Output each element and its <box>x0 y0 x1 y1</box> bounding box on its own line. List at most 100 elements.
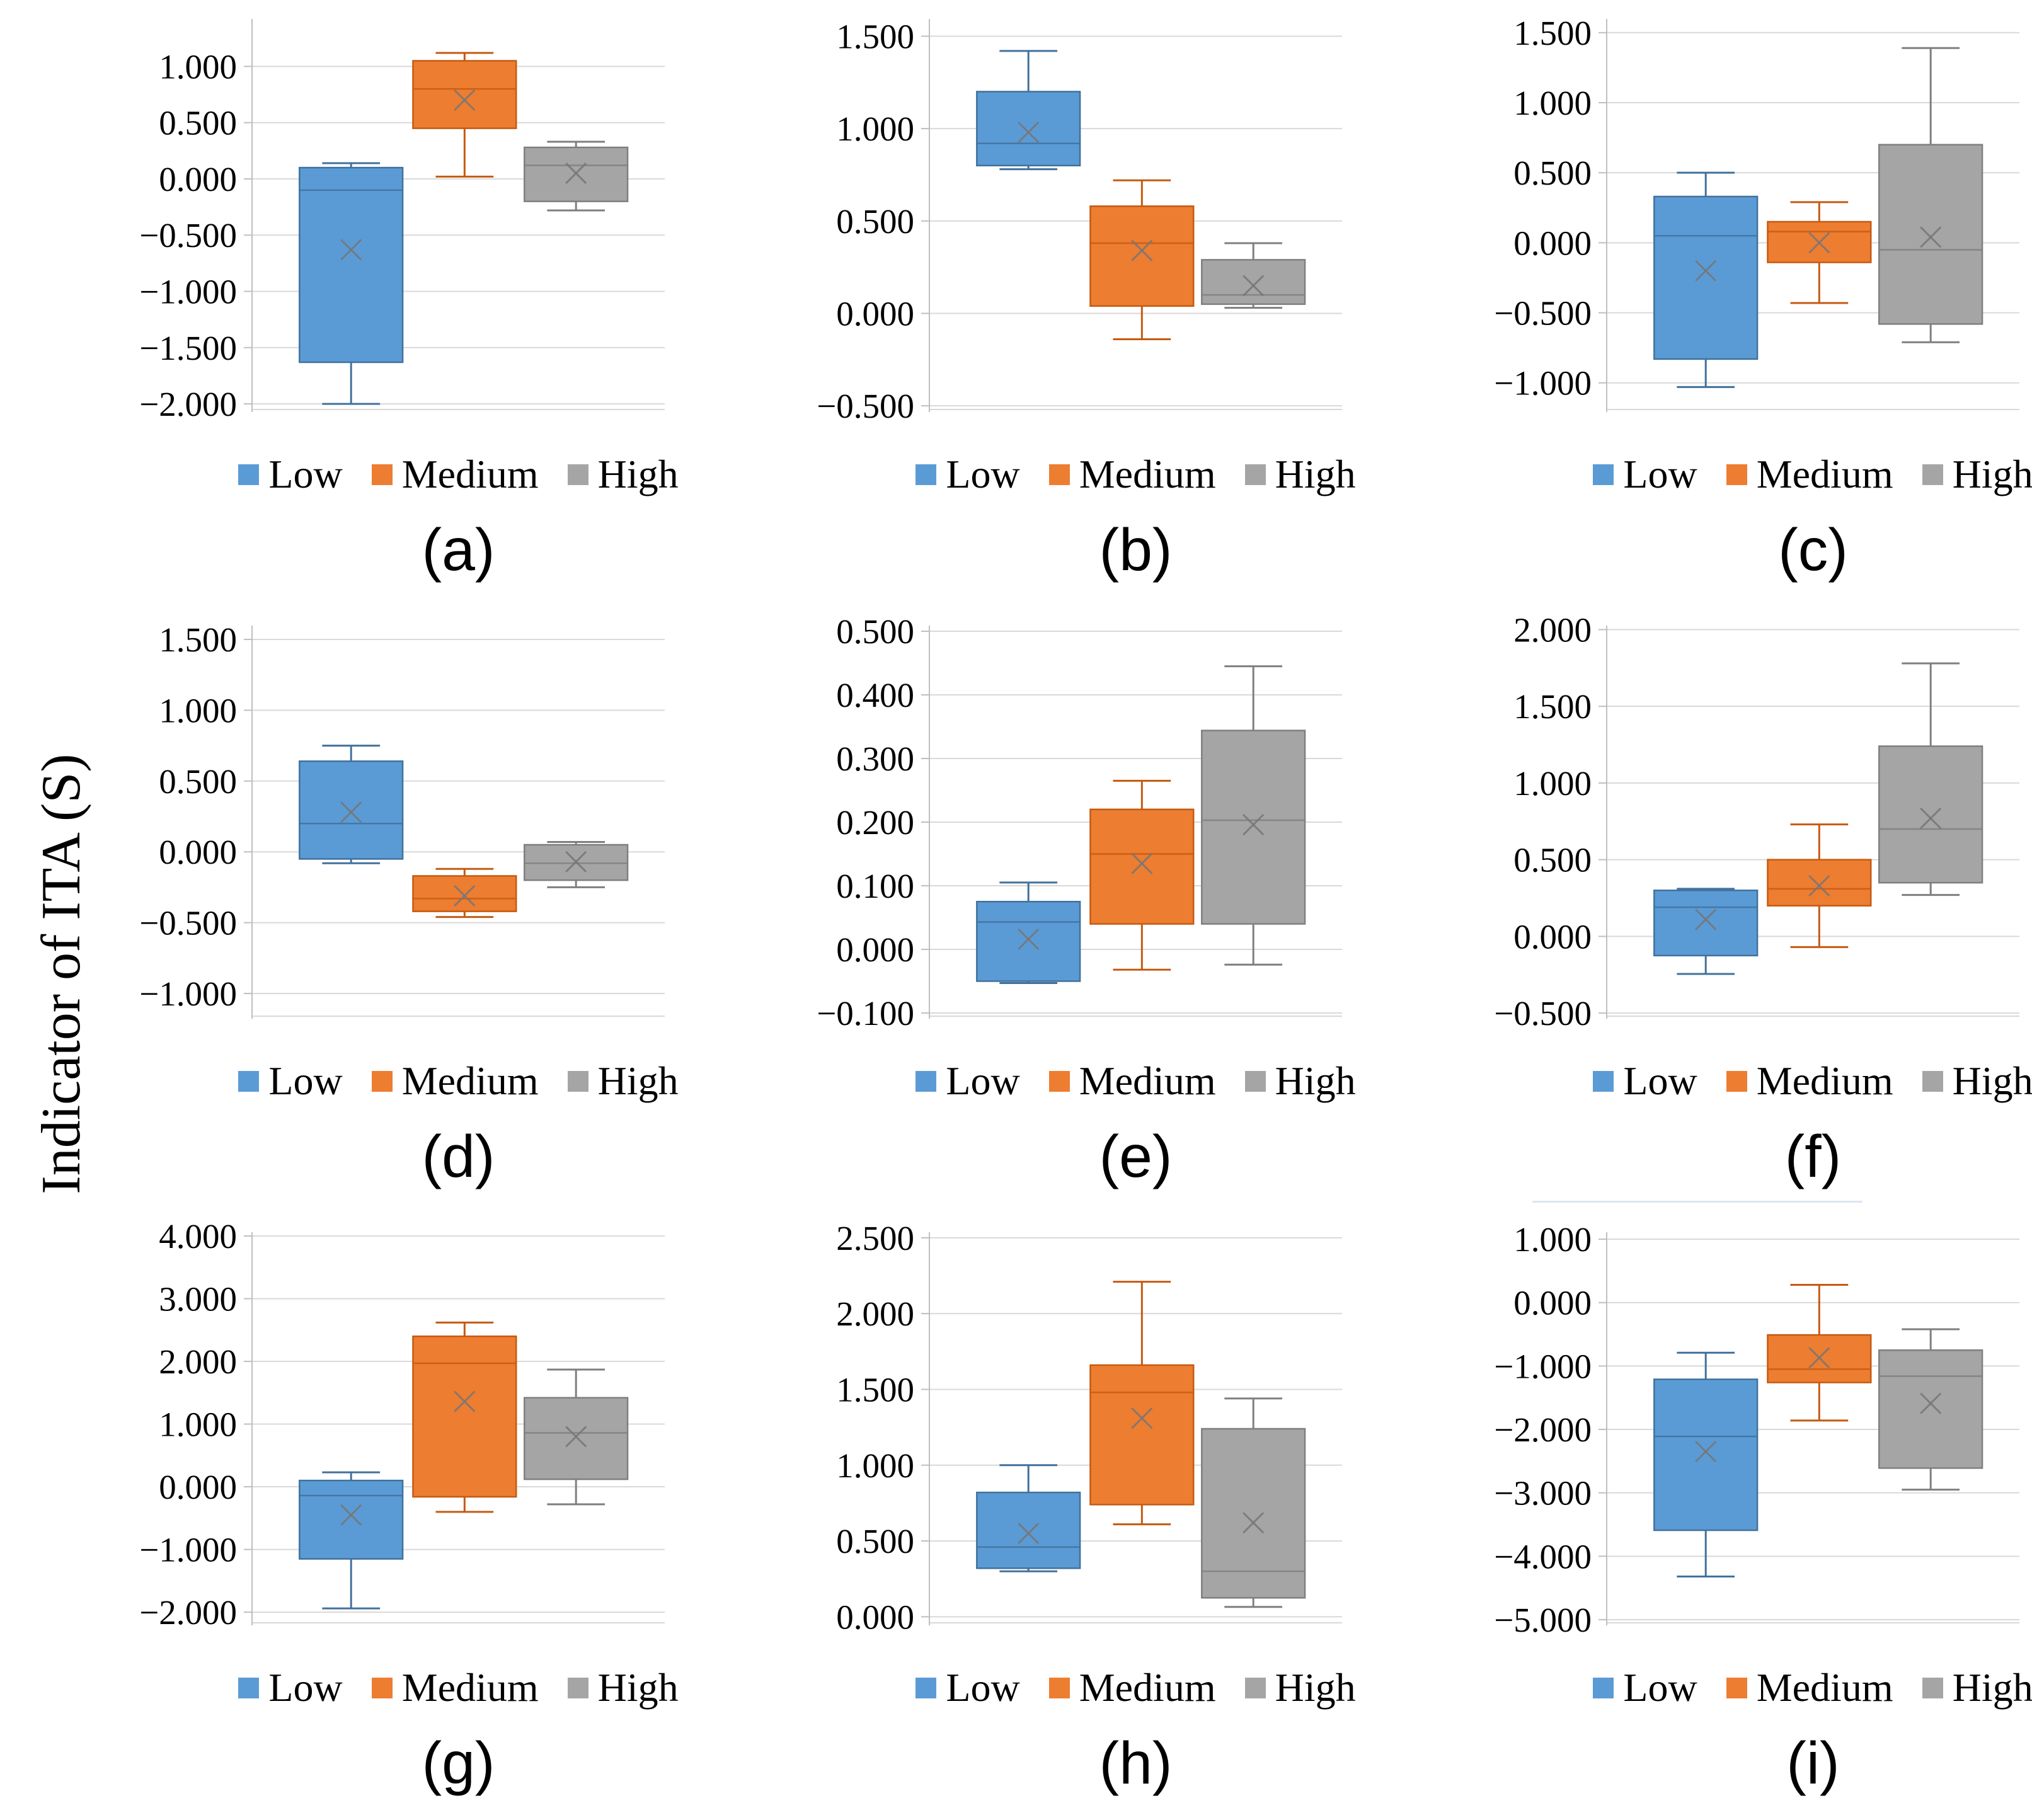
legend-item-medium: Medium <box>371 1665 539 1710</box>
panel-label-g: (g) <box>422 1730 495 1797</box>
legend-swatch-medium <box>1726 1677 1747 1698</box>
stray-border-line <box>1532 1201 1863 1203</box>
panel-label-f: (f) <box>1784 1123 1842 1190</box>
panel-c: 1.500 1.000 0.500 0.000 −0.500 −1.000 Low Medi… <box>1355 0 2032 607</box>
svg-text:0.500: 0.500 <box>836 612 914 651</box>
legend-h: Low Medium High <box>916 1661 1356 1715</box>
svg-text:−0.500: −0.500 <box>1494 294 1592 333</box>
legend-label-medium: Medium <box>1079 1665 1216 1710</box>
legend-swatch-medium <box>1726 464 1747 485</box>
legend-swatch-medium <box>371 1070 393 1092</box>
legend-item-high: High <box>1922 1061 2032 1101</box>
legend-swatch-medium <box>1048 1070 1070 1092</box>
legend-item-low: Low <box>916 452 1020 496</box>
legend-label-medium: Medium <box>401 1665 539 1710</box>
legend-swatch-low <box>1593 1677 1614 1698</box>
boxplot-chart-e: 0.500 0.400 0.300 0.200 0.100 0.000 −0.100 <box>817 612 1342 1033</box>
legend-label-high: High <box>1275 1665 1356 1710</box>
legend-item-medium: Medium <box>371 454 539 495</box>
legend-label-high: High <box>1952 452 2032 496</box>
svg-text:1.500: 1.500 <box>836 1370 914 1409</box>
legend-item-low: Low <box>238 454 343 495</box>
svg-text:2.500: 2.500 <box>836 1219 914 1257</box>
panel-b: 1.500 1.000 0.500 0.000 −0.500 Low Medium High… <box>677 0 1355 607</box>
boxplot-chart-c: 1.500 1.000 0.500 0.000 −0.500 −1.000 <box>1494 14 2019 412</box>
boxplot-chart-d: 1.500 1.000 0.500 0.000 −0.500 −1.000 <box>139 621 665 1019</box>
svg-text:0.100: 0.100 <box>836 867 914 905</box>
svg-text:0.000: 0.000 <box>159 1468 237 1506</box>
legend-label-high: High <box>1275 452 1356 496</box>
svg-text:0.000: 0.000 <box>836 1598 914 1636</box>
legend-swatch-high <box>1244 1677 1266 1698</box>
legend-label-low: Low <box>268 1058 343 1103</box>
legend-item-high: High <box>1922 1668 2032 1708</box>
legend-g: Low Medium High <box>238 1661 679 1715</box>
svg-text:−0.500: −0.500 <box>817 387 914 425</box>
legend-label-high: High <box>1952 1665 2032 1710</box>
boxplot-chart-f: 2.000 1.500 1.000 0.500 0.000 −0.500 <box>1494 610 2019 1033</box>
legend-item-medium: Medium <box>1048 452 1216 496</box>
svg-text:0.200: 0.200 <box>836 803 914 842</box>
boxplot-chart-h: 2.500 2.000 1.500 1.000 0.500 0.000 <box>836 1219 1342 1636</box>
svg-text:−2.000: −2.000 <box>1494 1411 1592 1449</box>
legend-item-medium: Medium <box>1726 454 1893 495</box>
svg-text:0.500: 0.500 <box>1513 841 1592 879</box>
svg-text:−5.000: −5.000 <box>1494 1601 1592 1639</box>
legend-swatch-medium <box>371 464 393 485</box>
legend-label-low: Low <box>946 452 1020 496</box>
legend-label-medium: Medium <box>1079 452 1216 496</box>
svg-text:0.000: 0.000 <box>159 160 237 198</box>
legend-label-high: High <box>1275 1058 1356 1103</box>
svg-text:−0.500: −0.500 <box>139 904 237 942</box>
legend-swatch-high <box>1922 1070 1943 1092</box>
legend-swatch-medium <box>1726 1070 1747 1092</box>
legend-swatch-medium <box>1048 464 1070 485</box>
legend-swatch-medium <box>1048 1677 1070 1698</box>
panel-label-i: (i) <box>1786 1730 1840 1797</box>
legend-label-low: Low <box>1623 1058 1697 1103</box>
panel-f: 2.000 1.500 1.000 0.500 0.000 −0.500 Low Mediu… <box>1355 607 2032 1213</box>
svg-text:1.000: 1.000 <box>1513 764 1592 803</box>
legend-item-medium: Medium <box>1726 1061 1893 1101</box>
boxplot-chart-g: 4.000 3.000 2.000 1.000 0.000 −1.000 −2.000 <box>139 1217 665 1632</box>
legend-item-high: High <box>567 1061 679 1101</box>
legend-i: Low Medium High <box>1593 1661 2032 1715</box>
svg-text:0.000: 0.000 <box>159 833 237 871</box>
svg-text:0.500: 0.500 <box>836 1522 914 1560</box>
legend-f: Low Medium High <box>1593 1054 2032 1108</box>
svg-text:1.000: 1.000 <box>159 1405 237 1444</box>
panel-i: 1.000 0.000 −1.000 −2.000 −3.000 −4.000 −5.000… <box>1355 1213 2032 1820</box>
svg-text:1.000: 1.000 <box>159 47 237 86</box>
legend-swatch-low <box>1593 1070 1614 1092</box>
legend-e: Low Medium High <box>916 1054 1356 1108</box>
panel-label-c: (c) <box>1778 517 1848 583</box>
legend-swatch-high <box>567 464 588 485</box>
panel-label-a: (a) <box>422 517 495 583</box>
legend-item-high: High <box>1922 454 2032 495</box>
svg-text:0.000: 0.000 <box>1513 224 1592 262</box>
legend-swatch-high <box>1244 464 1266 485</box>
legend-label-medium: Medium <box>1756 452 1893 496</box>
svg-text:−2.000: −2.000 <box>139 1593 237 1632</box>
legend-label-high: High <box>597 452 679 496</box>
legend-swatch-low <box>1593 464 1614 485</box>
svg-text:1.500: 1.500 <box>836 17 914 55</box>
svg-text:0.500: 0.500 <box>159 762 237 801</box>
svg-text:1.500: 1.500 <box>1513 687 1592 726</box>
svg-text:−2.000: −2.000 <box>139 385 237 423</box>
svg-text:−1.000: −1.000 <box>1494 364 1592 403</box>
legend-item-medium: Medium <box>1048 1665 1216 1710</box>
legend-swatch-low <box>238 464 260 485</box>
legend-item-low: Low <box>238 1668 343 1708</box>
legend-swatch-high <box>567 1677 588 1698</box>
svg-text:0.000: 0.000 <box>836 294 914 333</box>
legend-item-low: Low <box>1593 1061 1697 1101</box>
legend-item-high: High <box>567 452 679 496</box>
legend-swatch-medium <box>371 1677 393 1698</box>
svg-text:1.000: 1.000 <box>1513 1220 1592 1259</box>
legend-label-low: Low <box>946 1665 1020 1710</box>
svg-text:1.000: 1.000 <box>836 1446 914 1485</box>
svg-text:−1.000: −1.000 <box>1494 1347 1592 1385</box>
boxplot-chart-a: 1.000 0.500 0.000 −0.500 −1.000 −1.500 −2.000 <box>139 19 665 423</box>
svg-text:−0.100: −0.100 <box>817 994 914 1033</box>
